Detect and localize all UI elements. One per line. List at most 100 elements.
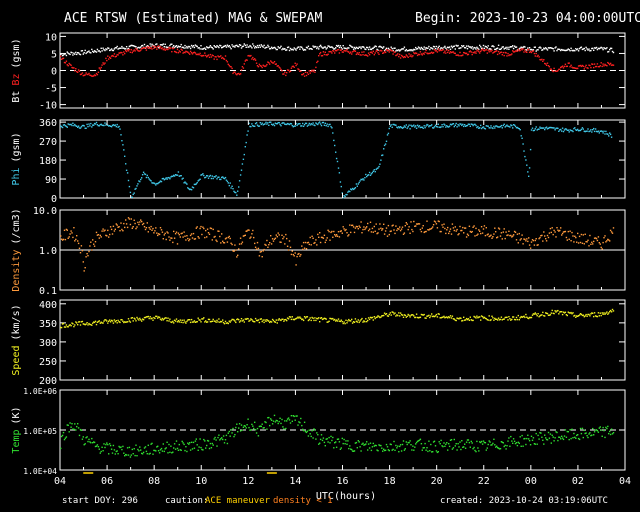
phi-point [134,188,136,190]
density-point [342,226,344,228]
mag-point [295,64,297,67]
mag-point [477,47,479,50]
density-point [464,227,466,229]
mag-point [167,48,169,51]
speed-ytick-label: 250 [39,357,57,368]
speed-point [581,314,584,317]
temp-point [470,440,472,443]
mag-point [545,47,547,49]
density-point [329,239,331,241]
mag-point [438,45,440,47]
density-point [515,239,518,241]
phi-point [548,126,551,129]
mag-point [149,43,151,45]
mag-point [475,52,477,54]
speed-point [269,321,271,324]
density-point [381,229,383,231]
phi-point [118,125,120,128]
speed-point [277,319,279,321]
speed-point [555,311,557,313]
mag-point [218,56,220,58]
speed-point [290,318,293,321]
mag-point [497,50,500,53]
mag-point [337,48,340,51]
temp-point [377,450,379,452]
speed-point [455,319,457,322]
speed-point [599,312,601,314]
density-point [499,235,502,237]
x-tick-label: 08 [148,476,160,487]
mag-point [106,59,108,62]
temp-point [86,436,88,438]
temp-point [296,415,298,417]
temp-point [68,431,70,433]
phi-point [460,123,462,125]
mag-point [401,55,404,58]
mag-point [601,65,603,68]
mag-point [194,52,197,54]
speed-point [77,324,79,326]
density-point [122,230,124,232]
mag-point [612,64,615,66]
speed-point [156,315,158,318]
density-point [520,238,522,240]
temp-point [301,424,303,427]
density-point [472,226,474,228]
density-point [577,242,580,244]
temp-point [435,450,438,452]
mag-y-axis-title-part: Bz [11,74,22,86]
mag-point [334,48,336,50]
temp-point [506,445,508,447]
density-point [285,233,287,236]
density-point [443,223,445,225]
temp-point [427,450,429,453]
phi-point [181,178,183,180]
mag-point [189,53,191,55]
density-point [513,230,516,233]
mag-point [586,48,588,50]
phi-point [500,124,503,127]
mag-point [253,58,255,61]
density-point [449,228,452,230]
phi-point [265,121,267,124]
speed-point [363,320,365,322]
speed-point [399,312,402,314]
speed-point [217,321,219,323]
mag-point [135,46,137,48]
phi-point [309,124,311,126]
density-point [519,239,521,241]
density-point [310,244,312,246]
density-point [477,233,479,235]
density-point [385,227,388,229]
temp-point [285,427,287,430]
temp-point [242,426,245,428]
temp-point [548,437,551,439]
speed-point [528,316,531,319]
phi-point [275,123,277,125]
phi-point [388,127,390,130]
temp-point [211,442,213,445]
density-point [479,230,481,232]
temp-point [72,428,74,430]
speed-point [126,321,129,323]
phi-point [433,126,436,128]
speed-point [244,318,246,320]
density-point [502,231,504,233]
mag-point [349,44,351,47]
temp-point [453,438,455,441]
mag-point [449,51,452,53]
phi-point [97,125,100,127]
mag-point [100,47,102,49]
chart-title: ACE RTSW (Estimated) MAG & SWEPAM [64,11,323,26]
density-point [324,241,326,244]
mag-point [551,47,553,49]
mag-point [457,44,459,47]
mag-point [164,43,166,45]
speed-point [184,321,186,323]
density-point [70,230,72,232]
density-point [213,236,215,238]
speed-point [255,319,258,322]
mag-point [152,45,154,47]
mag-point [576,49,578,51]
mag-point [535,52,537,55]
